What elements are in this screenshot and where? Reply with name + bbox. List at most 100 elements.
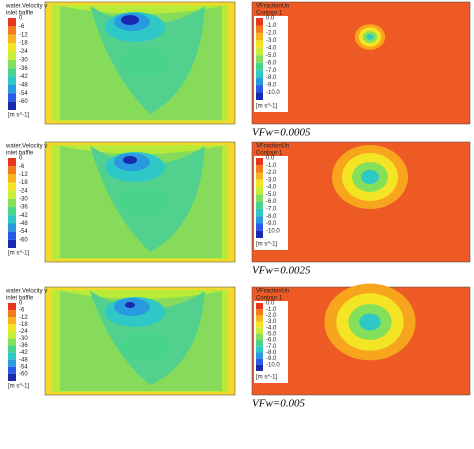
legend-swatch — [256, 201, 263, 209]
legend-swatch — [256, 158, 263, 166]
legend-tick: -6.0 — [266, 199, 277, 205]
legend-swatch — [8, 317, 16, 325]
legend-swatch — [8, 174, 16, 183]
legend-swatch — [8, 373, 16, 381]
caption: VFw=0.0005 — [252, 127, 311, 139]
legend-tick: -3.0 — [266, 177, 277, 183]
contour-core — [120, 48, 170, 76]
legend-tick: -48 — [19, 221, 28, 227]
legend-swatch — [8, 93, 16, 102]
legend-tick: 0.0 — [266, 16, 275, 22]
legend-tick: -6 — [19, 24, 25, 30]
legend-swatch — [8, 18, 16, 27]
legend-tick: -5.0 — [266, 53, 277, 59]
legend-tick: -24 — [19, 49, 28, 55]
legend-swatch — [256, 346, 263, 353]
legend-title: Contour 1 — [256, 151, 283, 157]
legend-unit: [m s^-1] — [8, 384, 29, 390]
legend-tick: -7.0 — [266, 206, 277, 212]
legend-swatch — [8, 101, 16, 110]
legend-swatch — [256, 70, 263, 78]
legend-swatch — [256, 165, 263, 173]
legend-swatch — [256, 40, 263, 48]
legend-tick: 0.0 — [266, 156, 275, 162]
legend-tick: -8.0 — [266, 75, 277, 81]
legend-unit: [m s^-1] — [256, 104, 277, 110]
legend-tick: -30 — [19, 57, 28, 63]
legend-unit: [m s^-1] — [8, 113, 29, 119]
legend-tick: -1.0 — [266, 307, 277, 313]
legend-tick: -3.0 — [266, 38, 277, 44]
legend-swatch — [256, 208, 263, 217]
legend-swatch — [8, 239, 16, 248]
legend-swatch — [256, 18, 263, 26]
legend-tick: -24 — [19, 188, 28, 194]
legend-swatch — [8, 34, 16, 44]
legend-tick: -5.0 — [266, 331, 277, 337]
legend-swatch — [256, 352, 263, 359]
legend-title: VFractionUn — [256, 289, 289, 295]
legend-tick: -42 — [19, 213, 28, 219]
legend-tick: -5.0 — [266, 192, 277, 198]
legend-swatch — [256, 194, 263, 202]
legend-tick: -18 — [19, 322, 28, 328]
legend-tick: 0 — [19, 16, 23, 22]
legend-title: water.Velocity v — [5, 144, 47, 150]
legend-tick: -9.0 — [266, 356, 277, 362]
legend-swatch — [256, 327, 263, 334]
legend-swatch — [8, 310, 16, 318]
legend-swatch — [8, 215, 16, 224]
legend-tick: -1.0 — [266, 23, 277, 29]
legend-tick: -60 — [19, 371, 28, 377]
legend-tick: -42 — [19, 350, 28, 356]
legend-tick: -30 — [19, 196, 28, 202]
legend-tick: -6.0 — [266, 60, 277, 66]
legend-title: VFractionUn — [256, 144, 289, 150]
legend-swatch — [8, 158, 16, 167]
legend-tick: -2.0 — [266, 313, 277, 319]
legend-title: Contour 1 — [256, 11, 283, 17]
legend-unit: [m s^-1] — [256, 375, 277, 381]
contour-core — [121, 15, 139, 25]
blob — [366, 34, 374, 40]
legend-tick: -30 — [19, 336, 28, 342]
legend-tick: -36 — [19, 66, 28, 72]
legend-tick: -6 — [19, 164, 25, 170]
legend-tick: -12 — [19, 172, 28, 178]
legend-unit: [m s^-1] — [8, 251, 29, 257]
legend-tick: -3.0 — [266, 319, 277, 325]
legend-tick: -8.0 — [266, 350, 277, 356]
legend-swatch — [256, 62, 263, 71]
legend-tick: -6 — [19, 308, 25, 314]
legend-swatch — [256, 315, 263, 322]
legend-swatch — [256, 47, 263, 56]
legend-tick: -12 — [19, 315, 28, 321]
legend-tick: -4.0 — [266, 45, 277, 51]
legend-swatch — [256, 92, 263, 100]
legend-unit: [m s^-1] — [256, 242, 277, 248]
legend-tick: -36 — [19, 205, 28, 211]
legend-tick: 0 — [19, 301, 23, 307]
legend-tick: -7.0 — [266, 344, 277, 350]
legend-swatch — [256, 340, 263, 347]
contour-core — [120, 188, 170, 216]
contour-core — [123, 156, 137, 164]
legend-swatch — [256, 358, 263, 365]
legend-swatch — [8, 223, 16, 232]
legend-swatch — [8, 59, 16, 69]
blob — [361, 170, 379, 184]
legend-swatch — [8, 338, 16, 346]
legend-title: inlet baffle — [6, 151, 34, 157]
legend-swatch — [8, 331, 16, 339]
legend-swatch — [256, 364, 263, 371]
legend-swatch — [8, 352, 16, 360]
legend-swatch — [8, 231, 16, 240]
legend-swatch — [256, 321, 263, 328]
legend-tick: -2.0 — [266, 30, 277, 36]
legend-swatch — [8, 190, 16, 199]
legend-tick: -54 — [19, 364, 28, 370]
fraction-contour — [251, 1, 471, 125]
legend-tick: -42 — [19, 74, 28, 80]
legend-swatch — [256, 333, 263, 341]
